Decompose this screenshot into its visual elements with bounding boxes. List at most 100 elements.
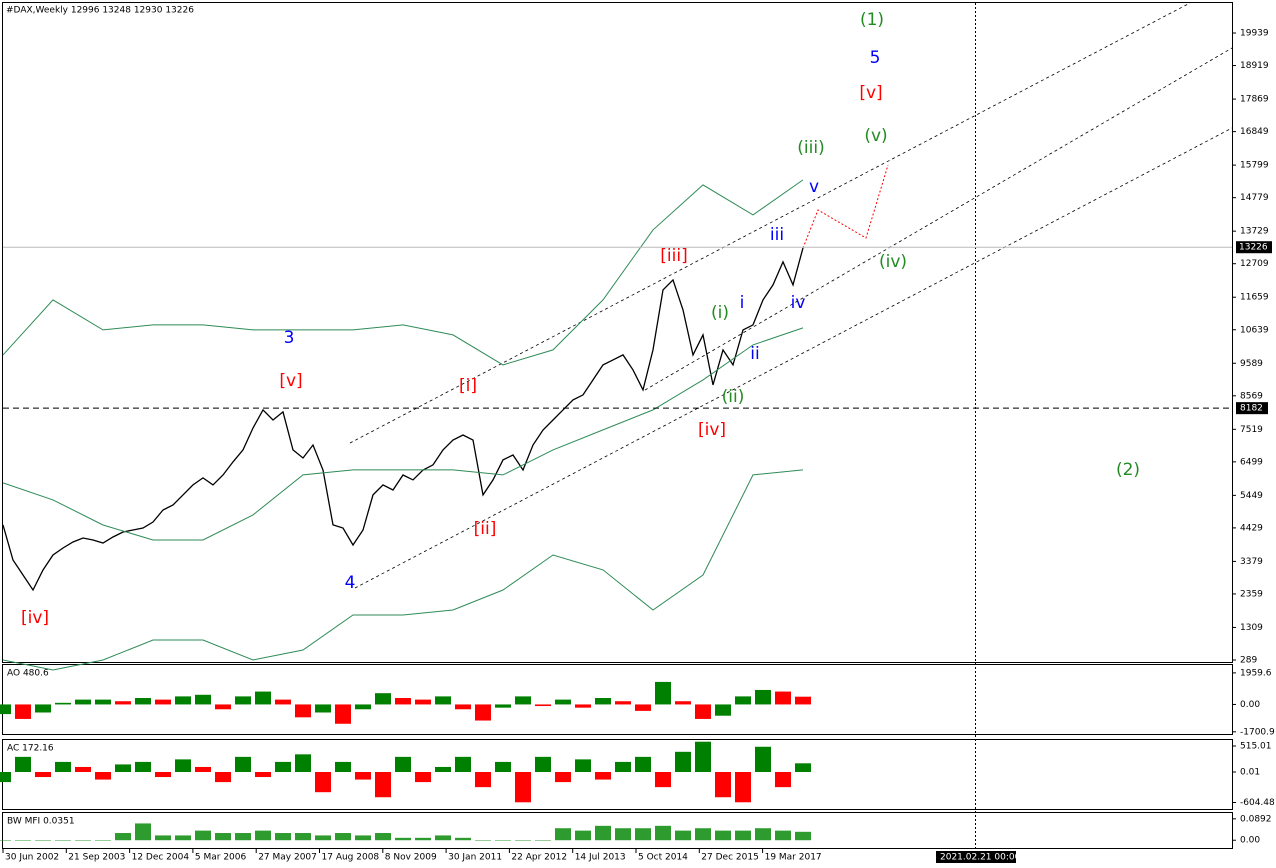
wave-label: v [809, 177, 819, 197]
price-label: 13226 [1239, 243, 1268, 253]
forecast-path [802, 164, 889, 249]
bar [475, 772, 491, 788]
x-tick-label: 5 Mar 2006 [195, 853, 247, 863]
bar [555, 828, 571, 841]
y-tick-label: 3379 [1240, 557, 1263, 567]
bar [695, 828, 711, 841]
bar [575, 830, 591, 841]
bar [435, 766, 451, 773]
bar [135, 698, 151, 705]
bar [35, 704, 51, 713]
bar [615, 701, 631, 705]
bar [495, 704, 511, 708]
bar [295, 754, 311, 773]
bar [15, 756, 31, 773]
wave-label: (iii) [797, 138, 824, 158]
bar [775, 830, 791, 841]
bar [735, 772, 751, 803]
bar [615, 828, 631, 841]
bar [715, 830, 731, 841]
bar [275, 699, 291, 705]
bar [515, 696, 531, 705]
price-line [2, 247, 804, 592]
bar [135, 761, 151, 773]
y-tick-label: 16849 [1240, 127, 1269, 137]
bar [515, 772, 531, 803]
y-tick-label: 0.00 [1240, 836, 1260, 846]
bar [555, 699, 571, 705]
bar [135, 823, 151, 841]
bar [235, 756, 251, 773]
y-tick-label: 0.0892 [1240, 814, 1272, 824]
y-tick-label: 18919 [1240, 61, 1269, 71]
bar [0, 840, 11, 841]
cursor-box [936, 851, 1016, 863]
bar [435, 696, 451, 705]
band-line [2, 327, 804, 541]
y-tick-label: 14779 [1240, 193, 1269, 203]
bar [155, 835, 171, 841]
y-tick-label: 17869 [1240, 95, 1269, 105]
bar [715, 704, 731, 716]
y-tick-label: -1700.9 [1240, 727, 1275, 737]
panel-title: AO 480.6 [7, 669, 49, 679]
bar [535, 756, 551, 773]
x-tick-label: 5 Oct 2014 [638, 853, 688, 863]
bar [395, 837, 411, 841]
bar [615, 761, 631, 773]
channel-line [349, 2, 1191, 444]
y-tick-label: 13729 [1240, 227, 1269, 237]
bar [415, 772, 431, 783]
x-tick-label: 14 Jul 2013 [575, 853, 626, 863]
bar [395, 756, 411, 773]
bar [655, 772, 671, 788]
x-tick-label: 21 Sep 2003 [68, 853, 125, 863]
x-tick-label: 30 Jun 2002 [5, 853, 59, 863]
band-line [2, 179, 804, 366]
bar [495, 840, 511, 841]
y-tick-label: 0.00 [1240, 700, 1260, 710]
bar [75, 766, 91, 773]
bar [575, 704, 591, 708]
wave-label: [iv] [698, 420, 726, 440]
bar [195, 830, 211, 841]
bar [635, 756, 651, 773]
bar [75, 699, 91, 705]
bar [355, 772, 371, 780]
y-tick-label: 5449 [1240, 491, 1263, 501]
y-tick-label: 9589 [1240, 359, 1263, 369]
bar [695, 704, 711, 719]
bar [675, 751, 691, 773]
bar [795, 696, 811, 705]
bar [15, 840, 31, 841]
wave-label: 4 [345, 573, 356, 593]
wave-label: [iv] [21, 608, 49, 628]
wave-label: (ii) [722, 387, 745, 407]
y-tick-label: 19939 [1240, 29, 1269, 39]
bar [255, 830, 271, 841]
bar [295, 833, 311, 841]
bar [795, 831, 811, 841]
wave-label: [i] [459, 376, 477, 396]
bar [295, 704, 311, 718]
wave-label: 5 [870, 48, 881, 68]
bar [155, 699, 171, 705]
bar [35, 772, 51, 778]
bar [455, 837, 471, 841]
cursor-label: 2021.02.21 00:00 [940, 853, 1021, 863]
bar [735, 696, 751, 705]
y-tick-label: 10639 [1240, 325, 1269, 335]
bar [335, 833, 351, 841]
y-tick-label: 6499 [1240, 457, 1263, 467]
x-tick-label: 22 Apr 2012 [511, 853, 567, 863]
y-tick-label: 11659 [1240, 293, 1269, 303]
bar [195, 694, 211, 705]
bar [655, 825, 671, 841]
bar [675, 830, 691, 841]
bar [175, 696, 191, 705]
bar [535, 840, 551, 841]
x-tick-label: 8 Nov 2009 [385, 853, 437, 863]
bar [55, 761, 71, 773]
